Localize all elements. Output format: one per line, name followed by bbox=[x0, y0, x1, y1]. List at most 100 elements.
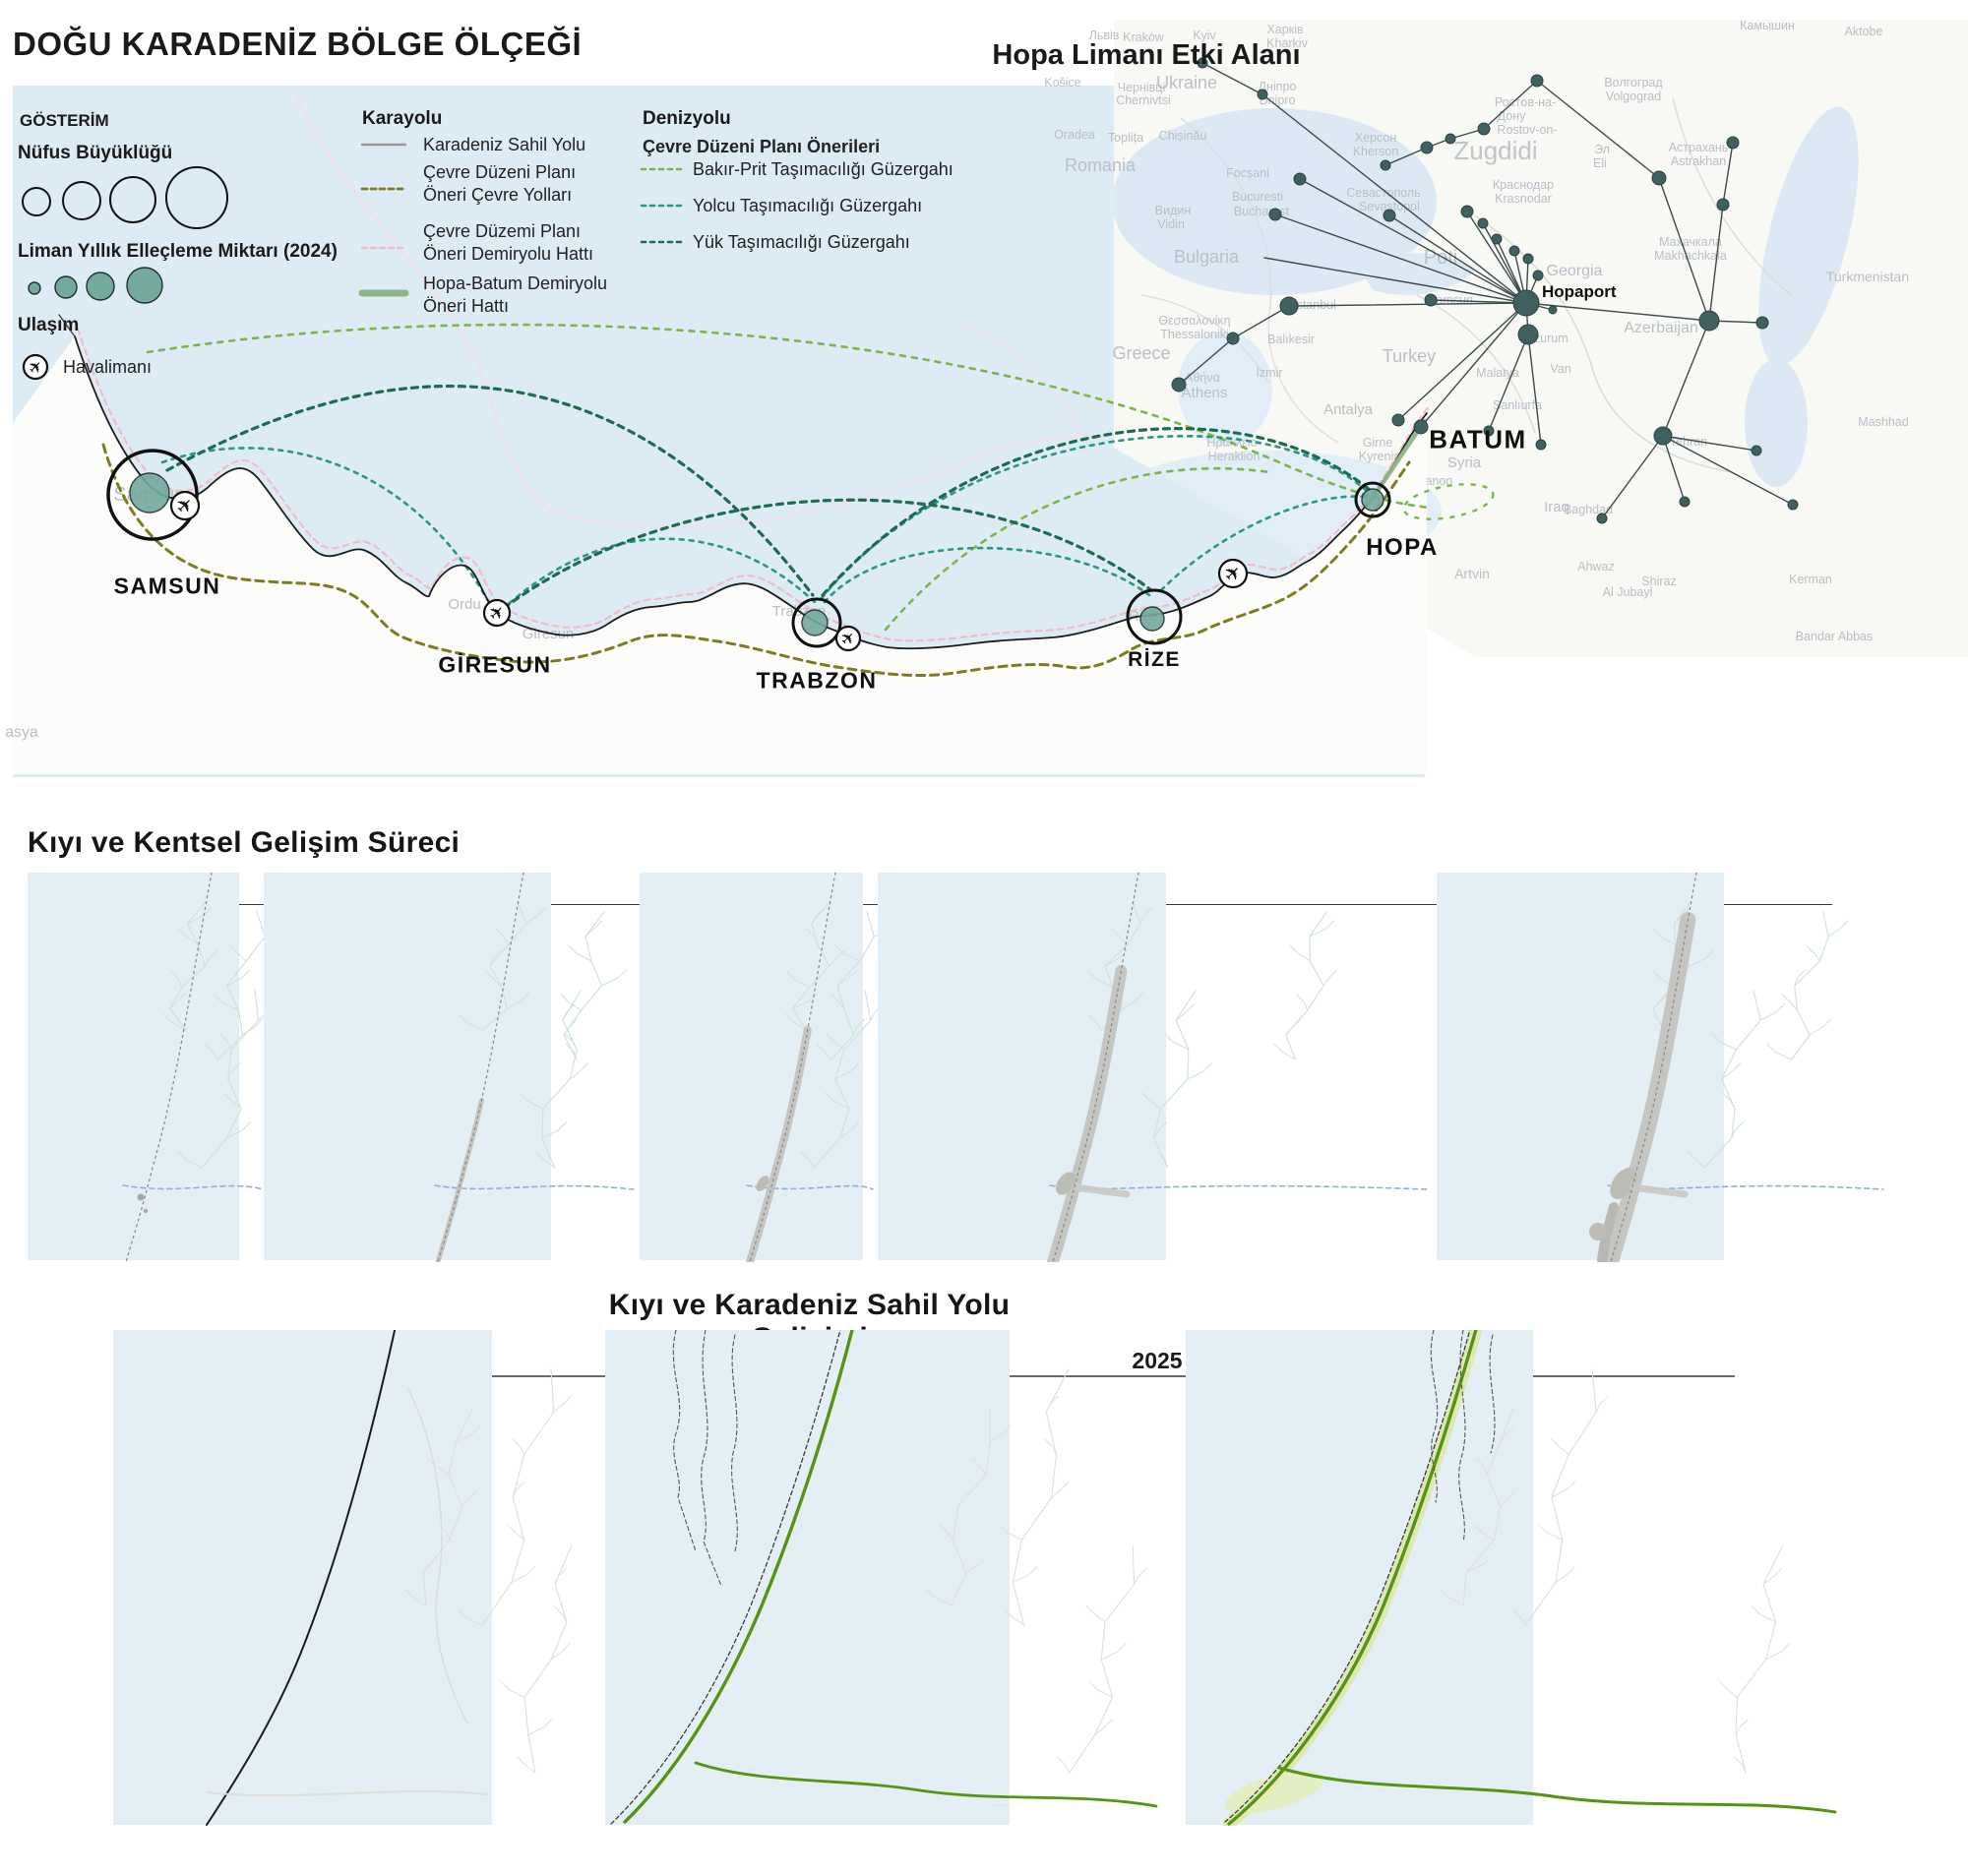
basemap-label: Rostov-on- bbox=[1497, 123, 1557, 137]
map-path bbox=[746, 1184, 874, 1190]
map-circle bbox=[1226, 332, 1240, 345]
basemap-label: Girne bbox=[1363, 436, 1393, 450]
map-path bbox=[821, 427, 1372, 597]
map-circle bbox=[1651, 170, 1667, 186]
map-path bbox=[170, 971, 183, 989]
basemap-label: Oradea bbox=[1054, 128, 1095, 142]
map-path bbox=[951, 1408, 991, 1606]
basemap-label: Iraq bbox=[1544, 499, 1569, 515]
map-path bbox=[749, 873, 836, 1262]
map-path bbox=[1662, 435, 1794, 506]
basemap-label: Kerman bbox=[1789, 573, 1832, 586]
basemap-label: Chișinău bbox=[1159, 129, 1207, 143]
map-path bbox=[1180, 117, 1339, 444]
map-path bbox=[1416, 294, 1536, 434]
map-circle bbox=[1197, 57, 1208, 69]
map-path bbox=[1766, 1043, 1793, 1060]
map-path bbox=[1069, 1545, 1136, 1774]
map-path bbox=[1227, 1330, 1478, 1826]
map-path bbox=[1044, 1438, 1057, 1456]
map-path bbox=[1708, 204, 1724, 322]
map-circle bbox=[482, 598, 512, 628]
map-path bbox=[1430, 1330, 1439, 1503]
map-circle bbox=[1139, 606, 1165, 632]
map-path bbox=[1057, 1756, 1071, 1774]
map-path bbox=[834, 944, 861, 962]
basemap-label: Ростов-на- bbox=[1495, 95, 1556, 109]
basemap-label: Syria bbox=[1447, 454, 1482, 471]
map-path bbox=[1139, 907, 1152, 925]
map-path bbox=[1175, 1003, 1195, 1021]
basemap-label: Θεσσαλονίκη bbox=[1158, 314, 1230, 328]
map-path bbox=[957, 1490, 970, 1508]
map-circle bbox=[1361, 488, 1384, 512]
map-path bbox=[816, 1043, 832, 1060]
basemap-label: Poti bbox=[1424, 247, 1457, 269]
map-path bbox=[1322, 969, 1338, 987]
map-circle bbox=[1257, 89, 1268, 100]
map-path bbox=[1388, 214, 1527, 304]
map-circle bbox=[1653, 426, 1673, 446]
map-path bbox=[1277, 1766, 1837, 1814]
basemap-label: Antalya bbox=[1323, 401, 1374, 418]
map-path bbox=[13, 336, 1427, 774]
legend-item: Karadeniz Sahil Yolu bbox=[423, 134, 585, 156]
map-path bbox=[560, 994, 582, 1011]
map-path bbox=[701, 1330, 722, 1587]
basemap-label: Bucuresti bbox=[1232, 190, 1283, 204]
map-circle bbox=[169, 490, 201, 521]
basemap-label: Artvin bbox=[1454, 566, 1490, 581]
map-circle bbox=[1517, 324, 1539, 345]
map-path bbox=[122, 1184, 264, 1190]
map-circle bbox=[54, 275, 78, 299]
basemap-label: Махачкала bbox=[1659, 235, 1722, 249]
map-path bbox=[204, 949, 218, 967]
map-path bbox=[1122, 992, 1144, 1009]
basemap-label: Astrakhan bbox=[1671, 154, 1726, 168]
map-circle bbox=[1508, 245, 1520, 257]
map-path bbox=[1688, 1151, 1705, 1169]
map-path bbox=[456, 1424, 481, 1442]
map-path bbox=[422, 1408, 473, 1606]
basemap-label: Georgia bbox=[1547, 263, 1603, 279]
map-path bbox=[989, 1424, 1012, 1442]
map-path bbox=[1809, 1018, 1832, 1036]
map-path bbox=[836, 969, 858, 987]
road-panel-map-1 bbox=[605, 1330, 1158, 1826]
map-circle bbox=[801, 609, 829, 636]
map-path bbox=[1299, 178, 1527, 304]
urban-panel-map-3 bbox=[878, 873, 1429, 1262]
legend-item-line: Çevre Düzeni Planı bbox=[423, 162, 577, 182]
map-circle bbox=[1391, 413, 1405, 427]
map-path bbox=[1658, 177, 1710, 322]
basemap-label: Харків bbox=[1266, 23, 1303, 36]
map-path bbox=[1630, 1183, 1689, 1198]
map-path bbox=[1759, 1003, 1785, 1021]
map-path bbox=[884, 466, 1271, 632]
map-path bbox=[1051, 1481, 1070, 1498]
map-path bbox=[1482, 222, 1527, 304]
urban-timeline-title: Kıyı ve Kentsel Gelişim Süreci bbox=[28, 826, 461, 859]
map-path bbox=[169, 901, 207, 1031]
map-path bbox=[1794, 969, 1807, 987]
map-path bbox=[517, 1756, 536, 1774]
map-path bbox=[225, 1121, 251, 1139]
map-path bbox=[553, 1395, 572, 1413]
map-path bbox=[519, 1092, 544, 1110]
map-path bbox=[1274, 213, 1527, 304]
basemap-label: Aktobe bbox=[1845, 25, 1883, 38]
map-path bbox=[963, 324, 1088, 463]
map-path bbox=[1652, 901, 1691, 1031]
urban-panel-map-0 bbox=[28, 873, 269, 1262]
map-path bbox=[609, 1330, 841, 1826]
map-circle bbox=[1787, 499, 1799, 511]
map-path bbox=[1134, 1567, 1147, 1585]
map-path bbox=[791, 901, 830, 1031]
map-path bbox=[74, 335, 1428, 650]
map-path bbox=[839, 1121, 860, 1139]
map-path bbox=[125, 873, 213, 1262]
map-circle bbox=[1535, 439, 1547, 451]
map-path bbox=[823, 546, 1151, 604]
map-path bbox=[427, 1458, 450, 1476]
